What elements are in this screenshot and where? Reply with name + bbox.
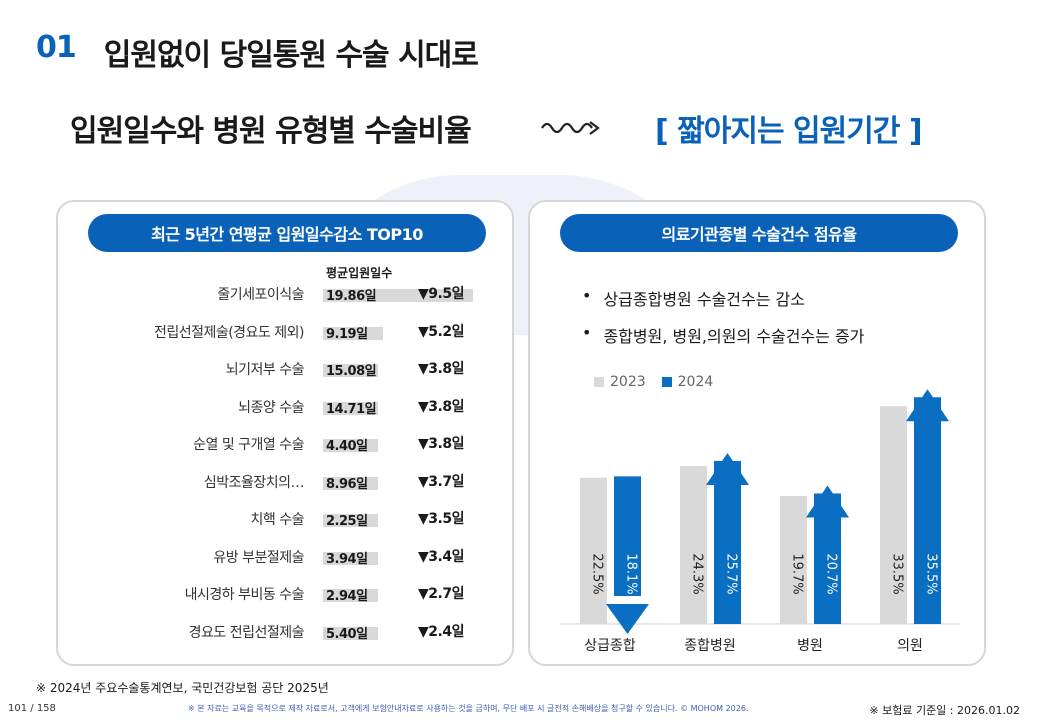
chart-legend: 2023 2024 [594,374,713,390]
page-counter: 101 / 158 [8,703,56,714]
ranking-bar [323,326,383,340]
ranking-days: 8.96일 [326,476,368,492]
ranking-label: 경요도 전립선절제술 [188,624,305,641]
ranking-days: 4.40일 [326,439,368,454]
right-panel-heading: 의료기관종별 수술건수 점유율 [560,214,958,252]
ranking-row: 내시경하 부비동 수술 2.94일 ▼2.7일 [58,580,516,606]
ranking-row: 유방 부분절제술 3.94일 ▼3.4일 [58,543,516,569]
left-panel: 최근 5년간 연평균 입원일수감소 TOP10 평균입원일수 줄기세포이식술 19… [56,200,514,666]
ranking-bar [323,514,378,527]
ranking-bar [323,551,378,565]
ranking-label: 뇌기저부 수술 [225,362,305,378]
arrow-up-icon [906,389,949,422]
legend-item-2024: 2024 [661,374,713,390]
ranking-label: 줄기세포이식술 [217,287,304,303]
data-label-2023: 22.5% [590,553,605,594]
category-label: 의원 [897,638,923,654]
page-title: 01 입원없이 당일통원 수술 시대로 [36,30,479,74]
ranking-decrease: ▼2.7일 [418,586,464,602]
share-chart: 22.5% 18.1% 상급종합 24.3% 25.7% 종합병원 19.7% 20.7% 병원… [560,389,960,654]
ranking-label: 뇌종양 수술 [238,399,304,416]
arrow-up-icon [706,452,749,485]
legend-item-2023: 2023 [594,374,646,390]
ranking-label: 심박조율장치의… [203,474,305,491]
category-label: 병원 [797,638,823,654]
bullet-list: • 상급종합병원 수술건수는 감소 • 종합병원, 병원,의원의 수술건수는 증가 [582,286,864,360]
ranking-row: 전립선절제술(경요도 제외) 9.19일 ▼5.2일 [58,318,516,344]
source-footnote: ※ 2024년 주요수술통계연보, 국민건강보험 공단 2025년 [36,681,329,695]
ranking-row: 치핵 수술 2.25일 ▼3.5일 [58,505,516,531]
ranking-days: 5.40일 [326,626,368,642]
ranking-label: 치핵 수술 [250,512,305,528]
ranking-days: 3.94일 [326,551,368,567]
bar-2023 [880,406,907,624]
ranking-decrease: ▼5.2일 [418,323,464,340]
bar-2024 [614,476,641,596]
ranking-decrease: ▼3.4일 [418,548,464,565]
left-panel-heading: 최근 5년간 연평균 입원일수감소 TOP10 [88,214,486,252]
slide-number: 01 [36,30,77,65]
ranking-decrease: ▼3.7일 [418,473,464,490]
arrow-up-icon [806,485,849,518]
ranking-bar [323,439,378,452]
ranking-label: 내시경하 부비동 수술 [184,587,305,603]
ranking-decrease: ▼3.8일 [418,361,464,377]
ranking-decrease: ▼9.5일 [418,286,464,302]
disclaimer: ※ 본 자료는 교육을 목적으로 제작 자료로서, 고객에게 보험안내자료로 사… [188,704,749,713]
data-label-2024: 18.1% [624,553,639,594]
base-date: ※ 보험료 기준일 : 2026.01.02 [869,704,1020,717]
bar-2024 [714,460,741,624]
data-label-2023: 33.5% [890,553,905,594]
bar-2023 [780,495,807,624]
data-label-2024: 35.5% [924,553,939,594]
ranking-row: 뇌종양 수술 14.71일 ▼3.8일 [58,393,516,419]
ranking-decrease: ▼3.5일 [418,511,464,527]
data-label-2023: 24.3% [690,553,705,594]
ranking-days: 19.86일 [326,289,377,304]
bullet-item: • 종합병원, 병원,의원의 수술건수는 증가 [582,323,865,346]
ranking-bar [323,364,378,377]
bullet-item: • 상급종합병원 수술건수는 감소 [582,286,805,309]
ranking-days: 2.25일 [326,514,368,529]
ranking-bar [323,476,378,490]
arrow-down-icon [606,604,649,634]
ranking-bar [323,626,378,640]
data-label-2024: 20.7% [824,553,839,594]
ranking-days: 2.94일 [326,589,368,604]
data-label-2023: 19.7% [790,553,805,594]
ranking-row: 경요도 전립선절제술 5.40일 ▼2.4일 [58,618,516,644]
bar-2023 [580,477,607,624]
ranking-row: 심박조율장치의… 8.96일 ▼3.7일 [58,468,516,494]
category-label: 종합병원 [684,638,736,654]
ranking-label: 순열 및 구개열 수술 [193,437,304,453]
ranking-label: 전립선절제술(경요도 제외) [153,324,305,341]
ranking-days: 15.08일 [326,364,377,379]
right-panel: 의료기관종별 수술건수 점유율 • 상급종합병원 수술건수는 감소 • 종합병원, … [528,200,986,666]
column-header: 평균입원일수 [326,266,393,280]
data-label-2024: 25.7% [724,553,739,594]
ranking-decrease: ▼3.8일 [418,436,464,452]
ranking-bar [323,401,378,415]
ranking-days: 9.19일 [326,326,368,342]
ranking-days: 14.71일 [326,401,377,417]
slide-title-text: 입원없이 당일통원 수술 시대로 [103,38,479,73]
squiggle-arrow-icon [541,121,600,135]
highlight-text: [ 짧아지는 입원기간 ] [655,114,923,149]
ranking-decrease: ▼2.4일 [418,623,464,640]
ranking-row: 뇌기저부 수술 15.08일 ▼3.8일 [58,355,516,381]
ranking-bar [323,589,378,602]
ranking-row: 순열 및 구개열 수술 4.40일 ▼3.8일 [58,430,516,456]
category-label: 상급종합 [584,638,636,654]
slide-subtitle: 입원일수와 병원 유형별 수술비율 [70,114,472,149]
ranking-label: 유방 부분절제술 [213,549,304,566]
ranking-bar [323,289,473,302]
bar-2023 [680,466,707,624]
ranking-row: 줄기세포이식술 19.86일 ▼9.5일 [58,280,516,306]
bar-2024 [914,397,941,624]
ranking-decrease: ▼3.8일 [418,398,464,415]
